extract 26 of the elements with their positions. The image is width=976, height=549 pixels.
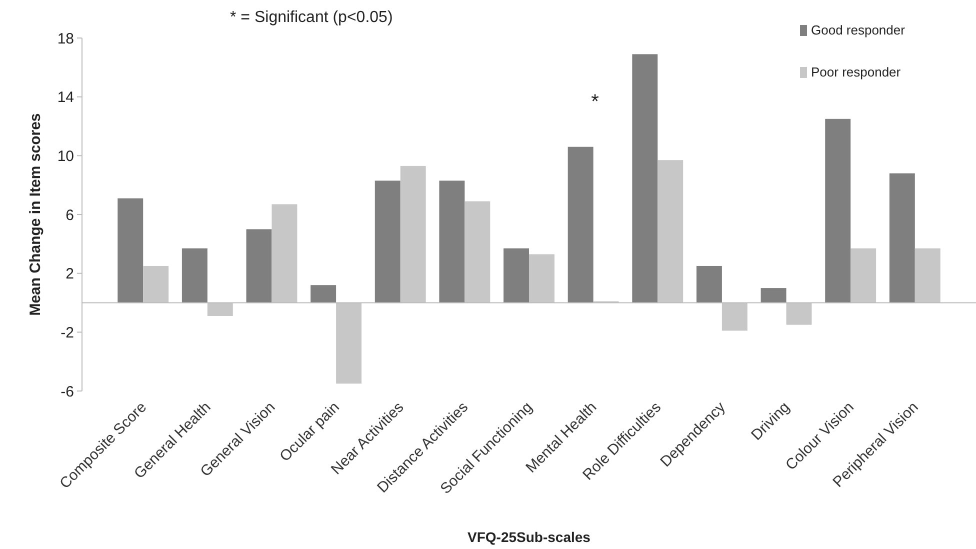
y-tick-label: 2	[66, 266, 74, 283]
text: * = Significant (p<0.05)	[230, 9, 393, 26]
bar	[246, 229, 272, 303]
y-tick-label: 10	[57, 148, 74, 165]
y-axis-title: Mean Change in Item scores	[27, 113, 44, 316]
bar	[889, 173, 915, 303]
legend-label: Good responder	[811, 22, 906, 38]
x-axis-title: VFQ-25Sub-scales	[468, 529, 591, 545]
annotation: *	[591, 91, 600, 113]
legend-label: Poor responder	[811, 64, 902, 80]
bar	[696, 266, 722, 303]
y-tick-label: -2	[60, 324, 74, 342]
bar	[439, 180, 465, 303]
y-tick-label: 6	[66, 206, 74, 224]
bar	[374, 180, 400, 303]
bar	[118, 198, 144, 303]
bar	[182, 248, 208, 303]
bar	[760, 288, 786, 303]
y-tick-label: 18	[57, 30, 74, 48]
bar	[568, 146, 594, 303]
bar	[632, 54, 658, 303]
bar	[504, 248, 529, 303]
bar	[825, 118, 851, 303]
y-tick-label: -6	[60, 383, 74, 400]
y-tick-label: 14	[57, 89, 74, 106]
bar	[310, 285, 336, 303]
